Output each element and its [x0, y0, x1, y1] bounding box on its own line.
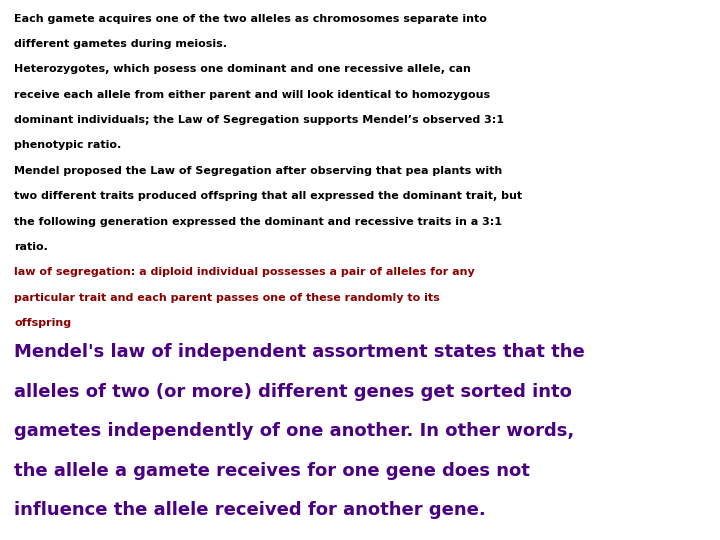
Text: influence the allele received for another gene.: influence the allele received for anothe… — [14, 501, 486, 519]
Text: alleles of two (or more) different genes get sorted into: alleles of two (or more) different genes… — [14, 383, 572, 401]
Text: offspring: offspring — [14, 318, 71, 328]
Text: Each gamete acquires one of the two alleles as chromosomes separate into: Each gamete acquires one of the two alle… — [14, 14, 487, 24]
Text: the following generation expressed the dominant and recessive traits in a 3:1: the following generation expressed the d… — [14, 217, 503, 227]
Text: two different traits produced offspring that all expressed the dominant trait, b: two different traits produced offspring … — [14, 191, 523, 201]
Text: receive each allele from either parent and will look identical to homozygous: receive each allele from either parent a… — [14, 90, 490, 100]
Text: Mendel proposed the Law of Segregation after observing that pea plants with: Mendel proposed the Law of Segregation a… — [14, 166, 503, 176]
Text: phenotypic ratio.: phenotypic ratio. — [14, 140, 122, 151]
Text: different gametes during meiosis.: different gametes during meiosis. — [14, 39, 228, 49]
Text: Heterozygotes, which posess one dominant and one recessive allele, can: Heterozygotes, which posess one dominant… — [14, 64, 472, 75]
Text: Mendel's law of independent assortment states that the: Mendel's law of independent assortment s… — [14, 343, 585, 361]
Text: particular trait and each parent passes one of these randomly to its: particular trait and each parent passes … — [14, 293, 440, 303]
Text: law of segregation: a diploid individual possesses a pair of alleles for any: law of segregation: a diploid individual… — [14, 267, 475, 278]
Text: ratio.: ratio. — [14, 242, 48, 252]
Text: gametes independently of one another. In other words,: gametes independently of one another. In… — [14, 422, 575, 440]
Text: the allele a gamete receives for one gene does not: the allele a gamete receives for one gen… — [14, 462, 530, 480]
Text: dominant individuals; the Law of Segregation supports Mendel’s observed 3:1: dominant individuals; the Law of Segrega… — [14, 115, 505, 125]
